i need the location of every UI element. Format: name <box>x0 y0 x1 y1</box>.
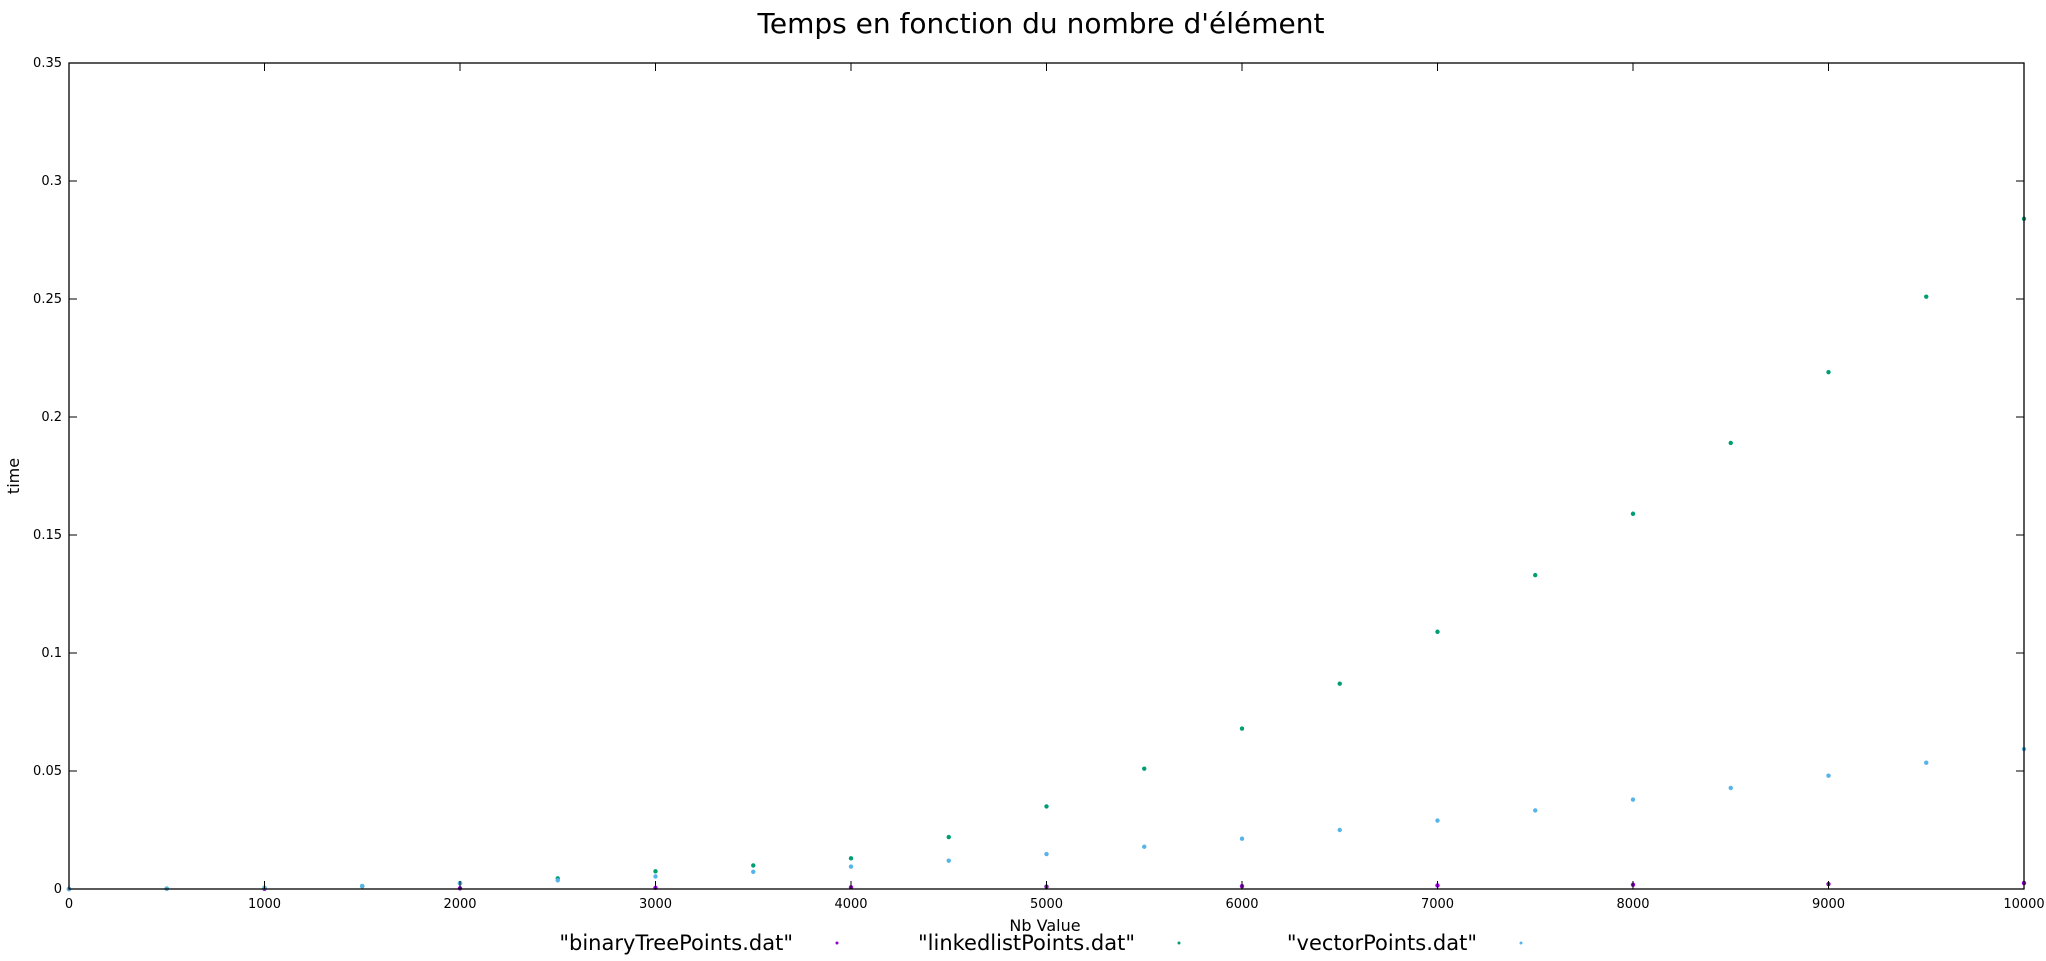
y-tick-label: 0 <box>54 882 62 897</box>
legend-label: "linkedlistPoints.dat" <box>918 931 1135 955</box>
data-point <box>751 863 756 868</box>
data-point <box>1924 294 1929 299</box>
y-axis-label: time <box>4 458 23 494</box>
data-point <box>1630 511 1636 516</box>
data-point <box>653 874 658 879</box>
data-point <box>1728 440 1733 446</box>
data-point <box>946 858 951 863</box>
axis-ticks: 0 1000 2000 3000 4000 5000 6000 7000 8000 9000 100… <box>33 56 2045 912</box>
data-point <box>1533 808 1538 813</box>
data-point <box>360 883 365 889</box>
plot-frame <box>68 62 2025 890</box>
data-point <box>1337 681 1342 686</box>
chart-title: Temps en fonction du nombre d'élément <box>757 7 1325 40</box>
legend-label: "binaryTreePoints.dat" <box>559 931 793 955</box>
data-point <box>1728 785 1733 791</box>
x-axis-label: Nb Value <box>1009 916 1080 935</box>
data-point <box>1826 773 1831 778</box>
legend-label: "vectorPoints.dat" <box>1287 931 1477 955</box>
y-tick-label: 0.3 <box>41 174 62 189</box>
data-point <box>653 869 658 874</box>
data-points <box>66 216 2027 892</box>
data-point <box>1142 844 1147 849</box>
data-point <box>1044 851 1049 857</box>
data-point <box>1826 369 1831 375</box>
data-point <box>848 856 854 861</box>
series-1 <box>66 216 2027 892</box>
data-point <box>1630 797 1636 802</box>
x-tick-label: 2000 <box>443 897 476 912</box>
y-tick-label: 0.25 <box>33 292 62 307</box>
y-tick-label: 0.35 <box>33 56 62 71</box>
data-point <box>555 878 560 883</box>
data-point <box>751 869 756 874</box>
x-tick-label: 10000 <box>2003 897 2044 912</box>
data-point <box>848 864 854 869</box>
data-point <box>1239 836 1245 841</box>
y-tick-label: 0.05 <box>33 764 62 779</box>
data-point <box>1337 827 1342 833</box>
data-point <box>1435 629 1440 634</box>
data-point <box>1044 804 1049 809</box>
series-2 <box>66 746 2027 892</box>
data-point <box>1435 818 1440 823</box>
data-point <box>946 834 951 840</box>
x-tick-label: 6000 <box>1225 897 1258 912</box>
y-tick-label: 0.15 <box>33 528 62 543</box>
x-tick-label: 0 <box>65 897 73 912</box>
x-tick-label: 3000 <box>639 897 672 912</box>
x-tick-label: 4000 <box>834 897 867 912</box>
x-tick-label: 7000 <box>1421 897 1454 912</box>
x-tick-label: 8000 <box>1616 897 1649 912</box>
x-tick-label: 5000 <box>1030 897 1063 912</box>
data-point <box>1142 766 1147 771</box>
legend: "binaryTreePoints.dat" "linkedlistPoints.… <box>559 931 1523 955</box>
data-point <box>1924 760 1929 765</box>
data-point <box>1533 572 1538 578</box>
legend-marker <box>835 941 839 945</box>
x-tick-label: 9000 <box>1812 897 1845 912</box>
x-tick-label: 1000 <box>248 897 281 912</box>
data-point <box>1239 726 1245 731</box>
legend-marker <box>1519 941 1523 945</box>
y-tick-label: 0.1 <box>41 646 62 661</box>
y-tick-label: 0.2 <box>41 410 62 425</box>
legend-marker <box>1177 941 1181 945</box>
